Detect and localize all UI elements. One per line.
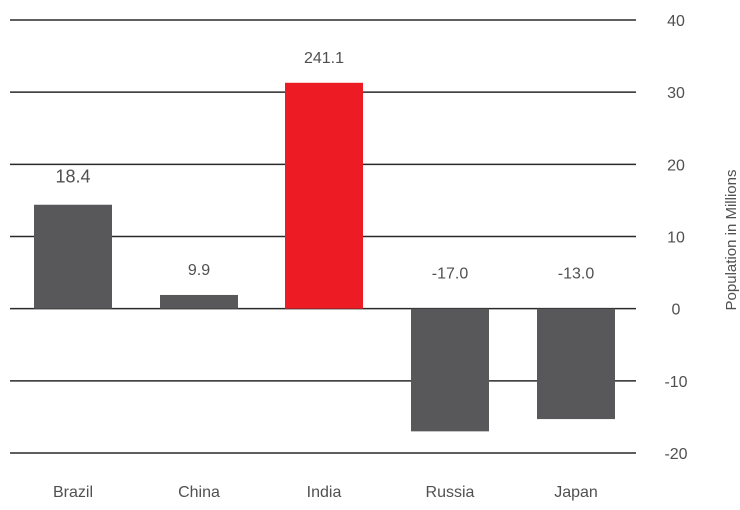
bar-china bbox=[160, 294, 238, 309]
y-tick-label: 0 bbox=[672, 302, 681, 319]
bar-japan bbox=[537, 308, 615, 420]
data-label: 18.4 bbox=[55, 167, 90, 187]
x-category-label: Japan bbox=[554, 484, 598, 501]
y-axis-ticks: -20 -10 0 10 20 30 40 bbox=[664, 13, 687, 463]
data-labels: 18.4 9.9 241.1 -17.0 -13.0 bbox=[55, 50, 594, 283]
data-label: 9.9 bbox=[188, 262, 210, 279]
y-tick-label: 20 bbox=[667, 157, 685, 174]
y-tick-label: -10 bbox=[664, 374, 687, 391]
y-tick-label: 10 bbox=[667, 230, 685, 247]
y-tick-label: 30 bbox=[667, 85, 685, 102]
x-category-label: Brazil bbox=[53, 484, 93, 501]
data-label: -13.0 bbox=[558, 266, 595, 283]
data-label: 241.1 bbox=[304, 50, 344, 67]
y-tick-label: 40 bbox=[667, 13, 685, 30]
bar-russia bbox=[411, 308, 489, 432]
y-axis-title: Population in Millions bbox=[723, 170, 740, 311]
bars bbox=[34, 82, 615, 432]
bar-india bbox=[285, 82, 363, 309]
x-category-label: Russia bbox=[426, 484, 475, 501]
x-category-label: India bbox=[307, 484, 342, 501]
x-axis-categories: Brazil China India Russia Japan bbox=[53, 484, 598, 501]
bar-brazil bbox=[34, 204, 112, 309]
y-tick-label: -20 bbox=[664, 446, 687, 463]
x-category-label: China bbox=[178, 484, 220, 501]
data-label: -17.0 bbox=[432, 266, 469, 283]
